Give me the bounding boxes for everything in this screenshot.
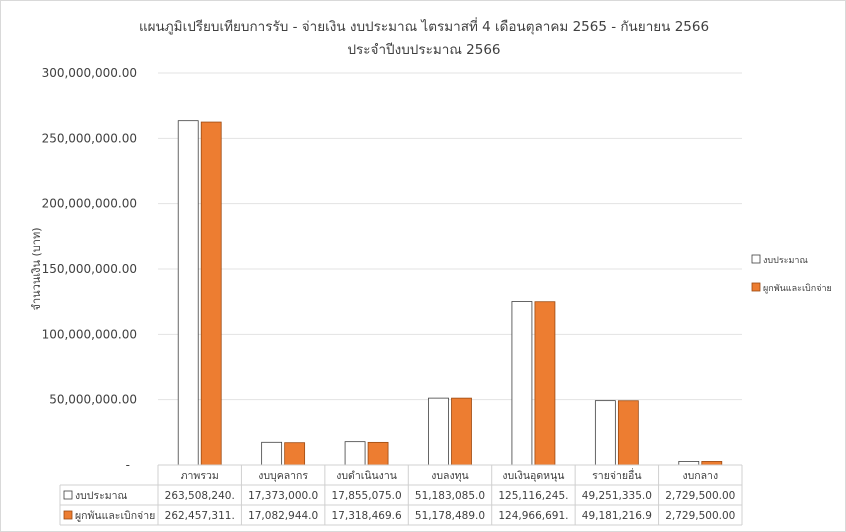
bar-disbursed	[617, 400, 639, 466]
legend-label: ผูกพันและเบิกจ่าย	[763, 283, 832, 294]
chart-subtitle: ประจำปีงบประมาณ 2566	[347, 42, 501, 58]
legend-label: งบประมาณ	[763, 256, 808, 266]
table-cell-value: 2,729,500.00	[665, 510, 735, 522]
category-label: งบกลาง	[682, 470, 718, 482]
bar-budget	[594, 400, 616, 466]
bar-disbursed	[534, 301, 556, 466]
bar-budget	[678, 461, 700, 466]
table-series-name: ผูกพันและเบิกจ่าย	[75, 510, 155, 522]
bar-disbursed	[367, 441, 389, 466]
category-label: งบเงินอุดหนุน	[502, 470, 564, 482]
bar-disbursed	[451, 397, 472, 466]
table-cell-value: 2,729,500.00	[665, 490, 735, 502]
y-tick-label: 150,000,000.00	[42, 262, 137, 276]
y-tick-label: 250,000,000.00	[42, 131, 137, 145]
bar-disbursed	[200, 121, 222, 466]
table-key-disbursed	[63, 510, 73, 520]
y-tick-label: 50,000,000.00	[49, 393, 137, 407]
legend-key-disbursed	[751, 282, 761, 292]
table-key-budget	[63, 490, 73, 500]
table-cell-value: 51,183,085.0	[415, 490, 485, 502]
category-label: งบดำเนินงาน	[336, 470, 397, 482]
table-cell-value: 124,966,691.	[498, 510, 568, 522]
category-label: งบบุคลากร	[258, 470, 308, 482]
bar-disbursed	[284, 442, 306, 466]
bar-budget	[177, 120, 199, 466]
table-cell-value: 263,508,240.	[165, 490, 235, 502]
table-cell-value: 17,318,469.6	[332, 510, 402, 522]
bar-budget	[344, 441, 366, 466]
bar-disbursed	[701, 461, 723, 466]
table-cell-value: 125,116,245.	[498, 490, 568, 502]
y-tick-label: 200,000,000.00	[42, 197, 137, 211]
y-tick-label: 300,000,000.00	[42, 66, 137, 80]
y-tick-label: -	[126, 458, 130, 472]
table-cell-value: 51,178,489.0	[415, 510, 485, 522]
legend-key-budget	[751, 254, 761, 264]
chart-title: แผนภูมิเปรียบเทียบการรับ - จ่ายเงิน งบปร…	[138, 19, 710, 35]
category-label: งบลงทุน	[431, 470, 468, 482]
y-tick-label: 100,000,000.00	[42, 327, 137, 341]
table-cell-value: 17,855,075.0	[332, 490, 402, 502]
table-cell-value: 49,181,216.9	[582, 510, 652, 522]
bar-budget	[511, 301, 533, 466]
table-series-name: งบประมาณ	[75, 490, 128, 502]
category-label: ภาพรวม	[181, 470, 219, 482]
y-axis-label: จำนวนเงิน (บาท)	[30, 228, 43, 311]
table-cell-value: 49,251,335.0	[582, 490, 652, 502]
table-cell-value: 17,082,944.0	[248, 510, 318, 522]
table-cell-value: 262,457,311.	[165, 510, 235, 522]
bar-budget	[261, 441, 283, 466]
bar-budget	[428, 397, 449, 466]
category-label: รายจ่ายอื่น	[592, 468, 641, 482]
table-cell-value: 17,373,000.0	[248, 490, 318, 502]
